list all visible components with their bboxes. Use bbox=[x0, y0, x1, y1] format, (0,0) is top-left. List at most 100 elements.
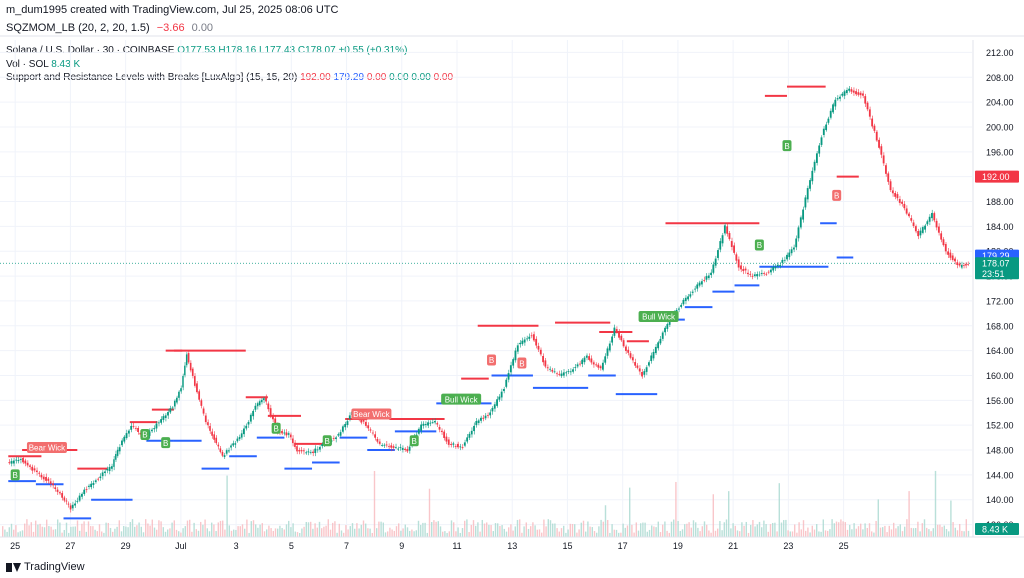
candle-body bbox=[521, 340, 524, 345]
volume-bar bbox=[844, 522, 846, 537]
volume-bar bbox=[640, 523, 642, 537]
volume-bar bbox=[816, 524, 818, 537]
candle-body bbox=[636, 365, 639, 368]
volume-bar bbox=[338, 523, 340, 537]
volume-bar bbox=[829, 529, 831, 537]
volume-bar bbox=[769, 524, 772, 537]
volume-bar bbox=[519, 519, 521, 537]
volume-bar bbox=[239, 526, 241, 537]
volume-bar bbox=[686, 523, 688, 537]
volume-bar bbox=[43, 527, 46, 537]
volume-bar bbox=[37, 524, 39, 537]
candle-body bbox=[440, 430, 443, 432]
candle-body bbox=[232, 443, 234, 446]
candle-body bbox=[848, 88, 851, 91]
y-tick-label: 148.00 bbox=[986, 446, 1014, 456]
candle-body bbox=[682, 299, 685, 305]
volume-bar bbox=[200, 521, 202, 537]
candle-body bbox=[45, 476, 47, 481]
candle-body bbox=[207, 422, 209, 426]
volume-bar bbox=[347, 529, 349, 537]
candle-body bbox=[267, 403, 270, 410]
candle-body bbox=[753, 274, 756, 277]
volume-bar bbox=[662, 524, 664, 537]
volume-bar bbox=[127, 527, 129, 537]
candle-body bbox=[733, 245, 735, 253]
volume-bar bbox=[699, 531, 701, 537]
candle-body bbox=[698, 282, 701, 286]
volume-bar bbox=[541, 532, 543, 537]
candle-body bbox=[551, 369, 554, 372]
candle-body bbox=[542, 355, 544, 363]
x-tick-label: 21 bbox=[728, 541, 738, 551]
candle-body bbox=[735, 254, 738, 261]
candle-body bbox=[362, 419, 365, 422]
volume-bar bbox=[255, 524, 257, 537]
volume-bar bbox=[921, 523, 923, 537]
candle-body bbox=[69, 505, 72, 510]
indicator-legend[interactable]: SQZMOM_LB (20, 2, 20, 1.5) −3.66 0.00 bbox=[6, 22, 213, 34]
candle-body bbox=[63, 497, 66, 501]
volume-bar bbox=[963, 531, 965, 537]
volume-bar bbox=[776, 531, 778, 537]
volume-bar bbox=[134, 526, 136, 537]
volume-bar bbox=[252, 520, 255, 537]
volume-bar bbox=[607, 520, 609, 537]
volume-bar bbox=[406, 527, 409, 537]
signal-marker-label: Bear Wick bbox=[29, 444, 66, 453]
volume-bar bbox=[503, 528, 505, 537]
volume-bar bbox=[387, 531, 389, 537]
volume-bar bbox=[442, 531, 444, 537]
volume-bar bbox=[393, 530, 395, 537]
candle-body bbox=[417, 428, 420, 434]
candle-body bbox=[185, 354, 188, 366]
volume-bar bbox=[800, 529, 802, 537]
volume-bar bbox=[153, 527, 156, 537]
volume-bar bbox=[706, 524, 708, 537]
candle-body bbox=[424, 424, 427, 426]
signal-marker bbox=[10, 469, 20, 481]
volume-bar bbox=[897, 526, 899, 537]
volume-bar bbox=[197, 530, 200, 537]
candle-body bbox=[31, 466, 34, 471]
volume-bar bbox=[787, 530, 789, 537]
symbol-row[interactable]: Solana / U.S. Dollar · 30 · COINBASE O17… bbox=[6, 44, 453, 58]
volume-bar bbox=[175, 529, 178, 537]
candle-body bbox=[544, 360, 547, 367]
candle-body bbox=[949, 252, 952, 258]
candle-body bbox=[489, 412, 492, 416]
candle-body bbox=[85, 489, 88, 490]
indicator-title: SQZMOM_LB (20, 2, 20, 1.5) bbox=[6, 22, 150, 34]
brand-logo[interactable]: TradingView bbox=[6, 561, 85, 573]
candle-body bbox=[613, 327, 616, 336]
volume-bar bbox=[919, 531, 921, 537]
candle-body bbox=[737, 259, 740, 268]
candle-body bbox=[335, 437, 337, 440]
candle-body bbox=[562, 372, 565, 376]
candle-body bbox=[638, 368, 641, 372]
volume-bar bbox=[527, 528, 530, 537]
candle-body bbox=[466, 437, 469, 442]
candle-body bbox=[139, 432, 142, 435]
volume-bar bbox=[72, 526, 74, 537]
candle-body bbox=[33, 468, 36, 471]
candle-body bbox=[71, 504, 74, 509]
candle-body bbox=[300, 450, 303, 452]
volume-bar bbox=[657, 521, 659, 537]
volume-bar bbox=[444, 531, 446, 537]
candle-body bbox=[58, 492, 61, 494]
candle-body bbox=[744, 268, 747, 271]
candle-body bbox=[422, 423, 425, 426]
volume-bar bbox=[767, 531, 769, 537]
volume-bar bbox=[6, 531, 8, 537]
candle-body bbox=[436, 423, 439, 425]
candle-body bbox=[457, 443, 459, 448]
candle-body bbox=[287, 433, 290, 435]
candle-body bbox=[47, 478, 50, 481]
candle-body bbox=[677, 308, 680, 310]
candle-body bbox=[530, 335, 533, 337]
volume-bar bbox=[525, 522, 527, 537]
volume-row[interactable]: Vol · SOL 8.43 K bbox=[6, 58, 453, 72]
candle-body bbox=[94, 480, 97, 483]
